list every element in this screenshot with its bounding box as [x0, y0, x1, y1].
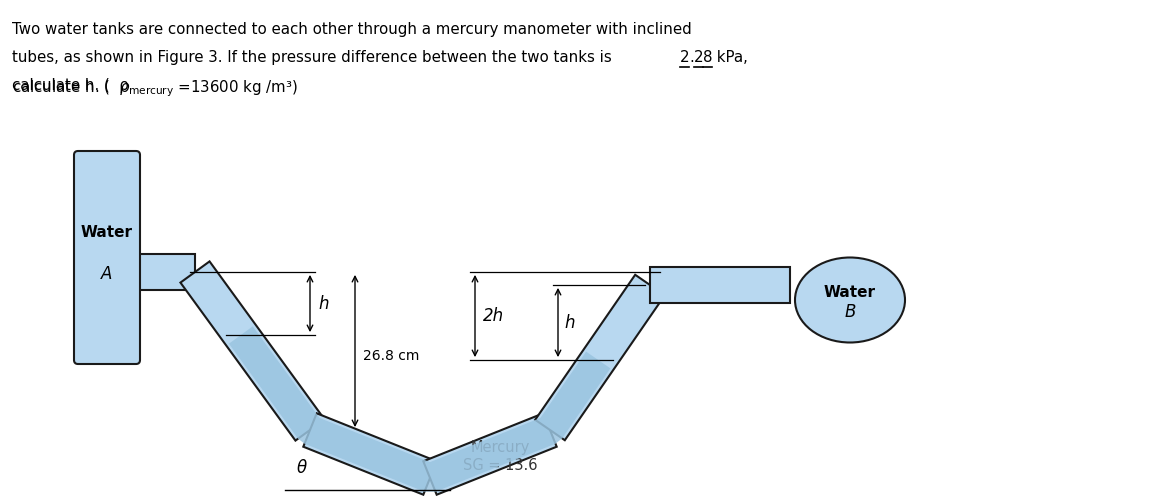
Text: θ: θ: [297, 459, 307, 477]
Text: A: A: [102, 265, 113, 283]
Polygon shape: [424, 414, 557, 495]
Text: SG = 13.6: SG = 13.6: [463, 458, 537, 473]
Polygon shape: [535, 275, 665, 440]
Text: 2h: 2h: [483, 307, 504, 325]
Ellipse shape: [795, 257, 906, 342]
Text: 26.8 cm: 26.8 cm: [363, 349, 419, 363]
Text: Two water tanks are connected to each other through a mercury manometer with inc: Two water tanks are connected to each ot…: [12, 22, 692, 37]
Polygon shape: [650, 267, 790, 303]
Text: 2: 2: [680, 50, 690, 65]
Polygon shape: [229, 327, 611, 492]
Text: h: h: [318, 295, 328, 313]
Text: Water: Water: [81, 226, 133, 241]
Text: .: .: [690, 50, 694, 65]
Polygon shape: [136, 254, 195, 290]
Text: h: h: [564, 314, 574, 331]
Text: calculate h. (  $\rho_\mathrm{mercury}$ =13600 kg /m³): calculate h. ( $\rho_\mathrm{mercury}$ =…: [12, 78, 298, 98]
Text: Water: Water: [824, 284, 875, 300]
Text: calculate h. (  ρ: calculate h. ( ρ: [12, 78, 129, 93]
Polygon shape: [304, 414, 437, 495]
Text: B: B: [844, 303, 856, 321]
Text: tubes, as shown in Figure 3. If the pressure difference between the two tanks is: tubes, as shown in Figure 3. If the pres…: [12, 50, 612, 65]
Text: 8: 8: [703, 50, 713, 65]
Text: kPa,: kPa,: [711, 50, 748, 65]
Text: 2: 2: [694, 50, 703, 65]
FancyBboxPatch shape: [74, 151, 140, 364]
Text: Mercury: Mercury: [470, 440, 530, 455]
Polygon shape: [180, 261, 325, 441]
